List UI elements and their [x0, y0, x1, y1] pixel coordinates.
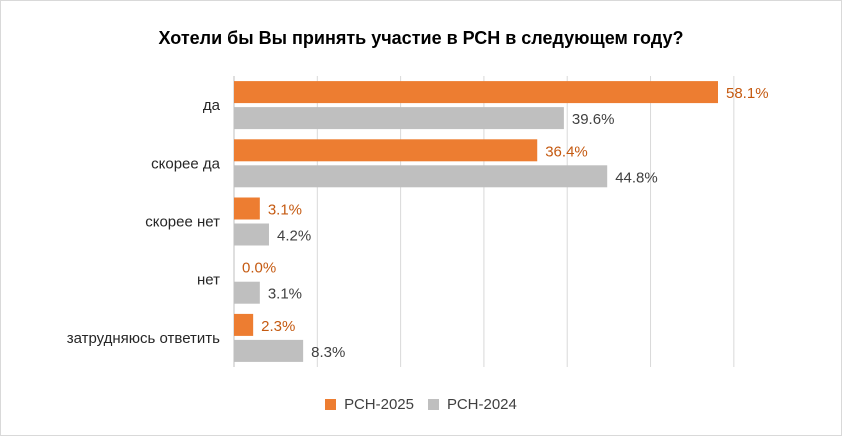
data-label-2024: 3.1% [268, 286, 302, 303]
data-label-2025: 36.4% [545, 143, 588, 160]
category-label: затрудняюсь ответить [67, 330, 220, 347]
legend-item-2025: РСН-2025 [325, 396, 414, 413]
category-label: да [203, 97, 221, 114]
bar-2025 [234, 139, 538, 162]
legend-label-2025: РСН-2025 [344, 396, 414, 413]
bar-2024 [234, 281, 260, 304]
bar-2025 [234, 313, 254, 336]
legend-swatch-2025 [325, 399, 337, 410]
legend: РСН-2025 РСН-2024 [0, 396, 842, 413]
bar-2024 [234, 223, 269, 246]
bar-2025 [234, 81, 718, 104]
data-label-2024: 4.2% [277, 228, 311, 245]
data-label-2024: 8.3% [311, 344, 345, 361]
data-label-2025: 0.0% [242, 260, 276, 277]
data-label-2024: 39.6% [572, 111, 615, 128]
bar-2024 [234, 107, 564, 130]
data-label-2024: 44.8% [615, 169, 658, 186]
data-label-2025: 58.1% [726, 85, 769, 102]
bar-2025 [234, 197, 260, 220]
data-label-2025: 3.1% [268, 202, 302, 219]
bar-2024 [234, 339, 304, 362]
category-label: скорее нет [145, 214, 220, 231]
legend-label-2024: РСН-2024 [447, 396, 517, 413]
chart-title: Хотели бы Вы принять участие в РСН в сле… [158, 28, 684, 48]
legend-item-2024: РСН-2024 [428, 396, 517, 413]
category-label: нет [197, 272, 220, 289]
legend-swatch-2024 [428, 399, 439, 410]
data-label-2025: 2.3% [261, 318, 295, 335]
bar-2024 [234, 165, 608, 188]
category-label: скорее да [151, 155, 221, 172]
